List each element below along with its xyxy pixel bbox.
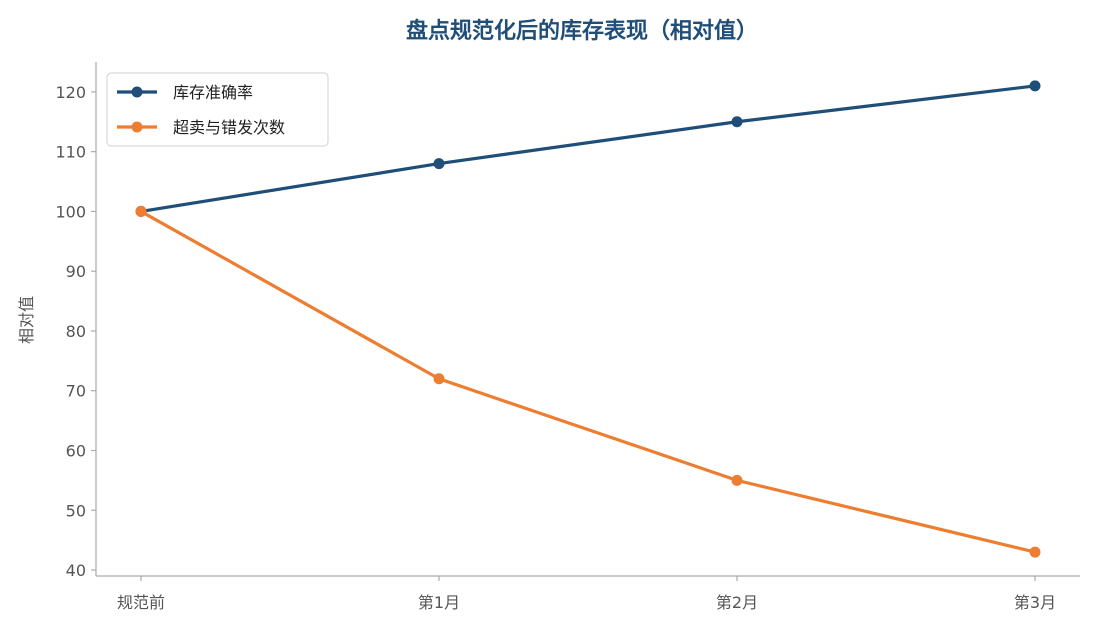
legend-box [106, 72, 329, 147]
y-tick-label: 40 [66, 561, 86, 580]
series-line [139, 209, 1037, 554]
series-line [139, 84, 1037, 214]
y-tick-label: 110 [55, 143, 86, 162]
axes: 40 50 60 70 80 90 100 110 120 规范前 第1月 第2月 第3月 [55, 62, 1080, 612]
x-tick-label: 规范前 [117, 593, 165, 612]
data-point [433, 158, 445, 170]
x-tick-label: 第1月 [418, 593, 460, 612]
series-layer [135, 80, 1041, 558]
data-point [1029, 80, 1041, 92]
data-point [731, 116, 743, 128]
y-tick-label: 50 [66, 501, 86, 520]
data-point [135, 205, 147, 217]
y-tick-label: 100 [55, 202, 86, 221]
series-2 [135, 205, 1041, 558]
y-tick-label: 60 [66, 441, 86, 460]
legend-label: 超卖与错发次数 [173, 118, 285, 137]
x-tick-label: 第2月 [716, 593, 758, 612]
legend-label: 库存准确率 [173, 83, 253, 102]
y-axis-label: 相对值 [17, 296, 36, 344]
y-tick-label: 120 [55, 83, 86, 102]
chart-title: 盘点规范化后的库存表现（相对值） [406, 18, 758, 44]
data-point [1029, 546, 1041, 558]
data-point [731, 474, 743, 486]
legend-marker [131, 121, 143, 133]
y-tick-label: 90 [66, 262, 86, 281]
legend-marker [131, 86, 143, 98]
y-tick-label: 80 [66, 322, 86, 341]
y-tick-label: 70 [66, 382, 86, 401]
x-tick-label: 第3月 [1014, 593, 1056, 612]
data-point [433, 373, 445, 385]
